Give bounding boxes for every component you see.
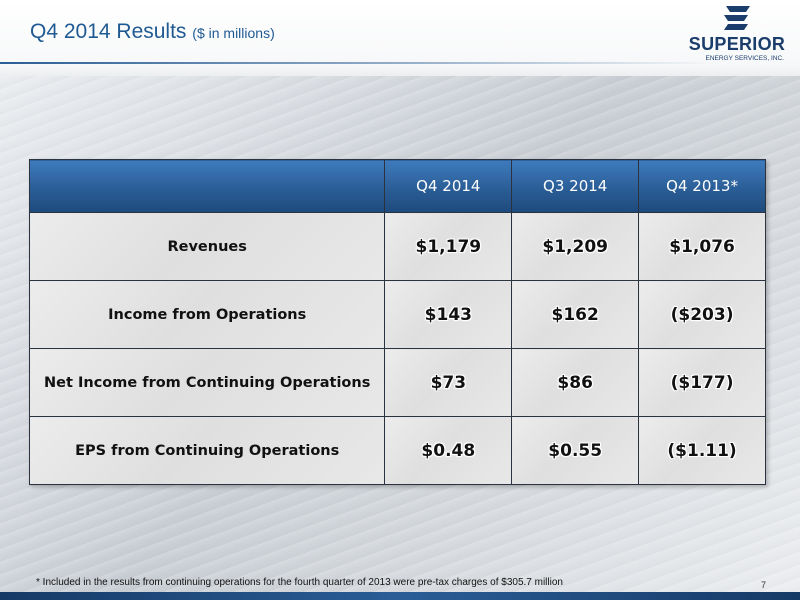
logo-wordmark: SUPERIOR xyxy=(688,34,786,54)
cell-value: $162 xyxy=(511,280,640,349)
slide-title-text: Q4 2014 Results xyxy=(30,20,187,43)
cell-value: $73 xyxy=(384,348,513,417)
column-header-q4-2014: Q4 2014 xyxy=(384,159,513,213)
cell-value: $1,209 xyxy=(511,212,640,281)
company-logo: SUPERIOR ENERGY SERVICES, INC. xyxy=(684,4,790,68)
table-row: Net Income from Continuing Operations $7… xyxy=(28,348,766,417)
cell-value: $143 xyxy=(384,280,513,349)
table-header-row: Q4 2014 Q3 2014 Q4 2013* xyxy=(28,159,766,213)
row-label: Income from Operations xyxy=(28,280,386,349)
results-table: Q4 2014 Q3 2014 Q4 2013* Revenues $1,179… xyxy=(28,159,766,485)
column-header-q3-2014: Q3 2014 xyxy=(511,159,640,213)
footer-bar xyxy=(0,592,800,600)
table-row: Revenues $1,179 $1,209 $1,076 xyxy=(28,212,766,281)
slide-title: Q4 2014 Results ($ in millions) xyxy=(30,20,275,44)
column-header-blank xyxy=(28,159,386,213)
column-header-q4-2013: Q4 2013* xyxy=(638,159,766,213)
superior-s-mark-icon xyxy=(724,6,750,30)
slide-header: Q4 2014 Results ($ in millions) SUPERIOR… xyxy=(0,0,800,76)
cell-value: ($203) xyxy=(638,280,766,349)
logo-tagline: ENERGY SERVICES, INC. xyxy=(705,55,784,62)
cell-value: $1,076 xyxy=(638,212,766,281)
page-number: 7 xyxy=(761,580,767,590)
cell-value: ($177) xyxy=(638,348,766,417)
table-row: EPS from Continuing Operations $0.48 $0.… xyxy=(28,416,766,485)
row-label: Revenues xyxy=(28,212,386,281)
row-label: EPS from Continuing Operations xyxy=(28,416,386,485)
cell-value: $86 xyxy=(511,348,640,417)
cell-value: $0.48 xyxy=(384,416,513,485)
cell-value: $0.55 xyxy=(511,416,640,485)
footnote: * Included in the results from continuin… xyxy=(36,577,563,588)
header-divider xyxy=(0,62,800,64)
cell-value: $1,179 xyxy=(384,212,513,281)
cell-value: ($1.11) xyxy=(638,416,766,485)
table-row: Income from Operations $143 $162 ($203) xyxy=(28,280,766,349)
row-label: Net Income from Continuing Operations xyxy=(28,348,386,417)
slide-title-suffix: ($ in millions) xyxy=(192,25,275,41)
